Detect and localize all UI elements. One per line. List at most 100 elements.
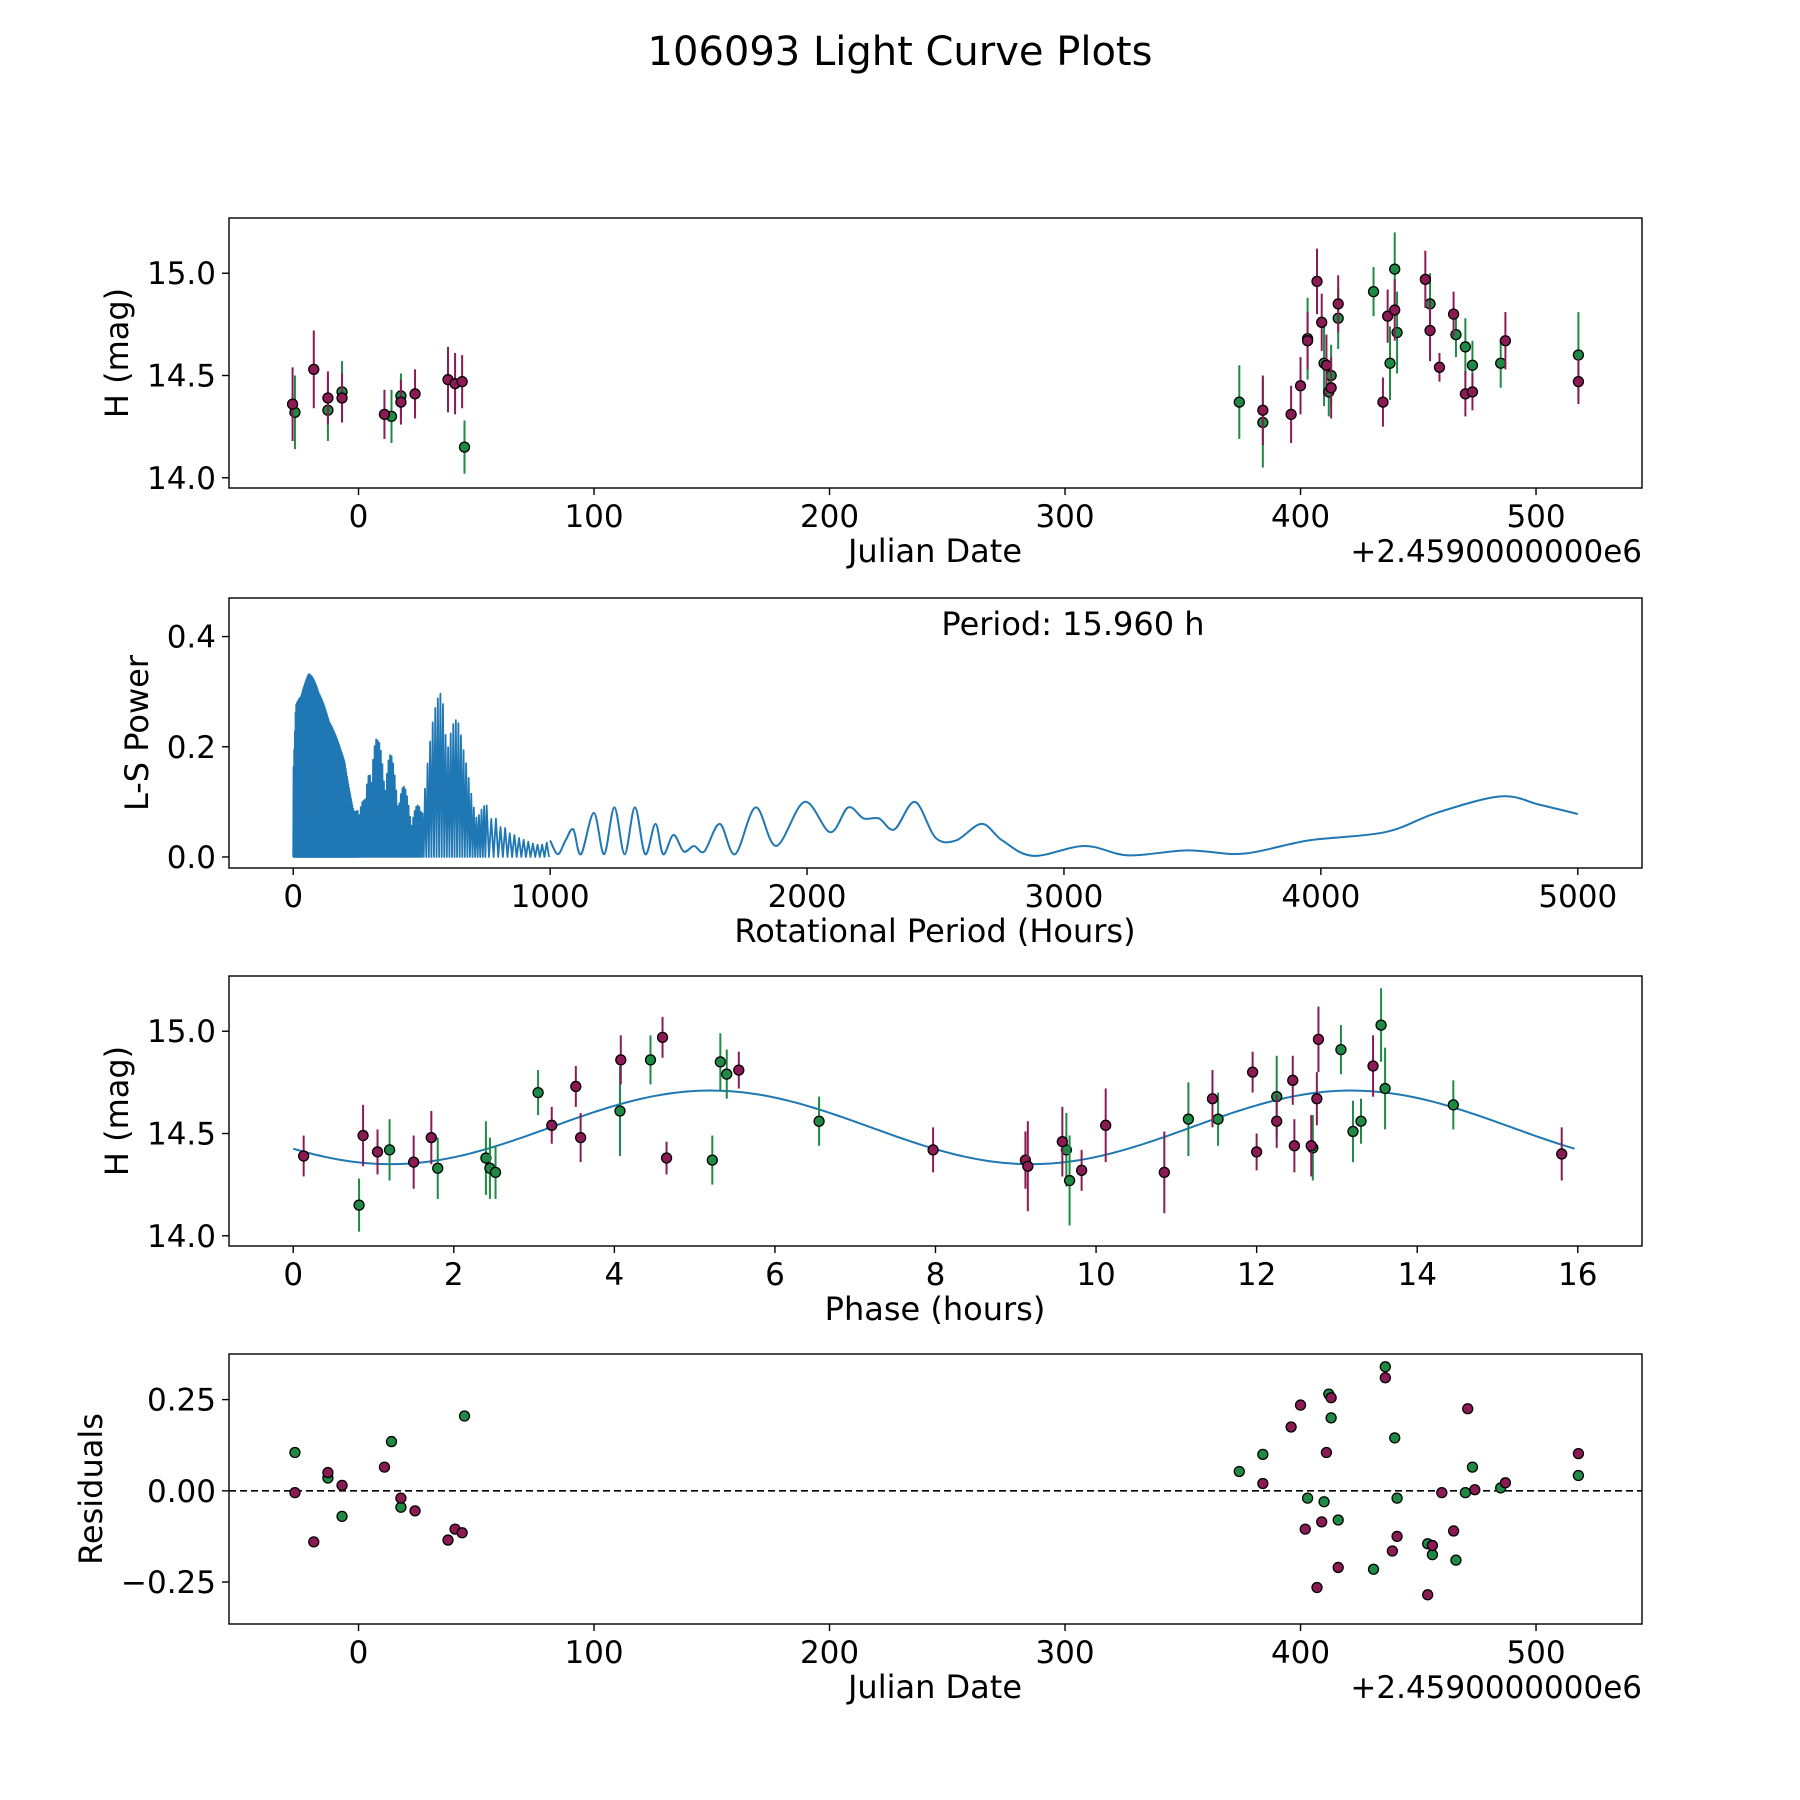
green-data-point [1233,396,1245,408]
magenta-data-point [1299,1523,1311,1535]
magenta-data-point [1320,1446,1333,1459]
magenta-data-point [1056,1136,1068,1148]
green-data-point [1367,285,1380,298]
magenta-data-point [1556,1148,1568,1160]
magenta-data-point [425,1131,437,1144]
periodogram-x-axis-label: Rotational Period (Hours) [734,912,1135,950]
x-tick-label: 1000 [511,879,590,915]
green-data-point [614,1105,626,1117]
green-data-point [721,1068,733,1080]
green-data-point [1367,1563,1380,1575]
green-data-point [383,1144,396,1156]
magenta-data-point [1316,1516,1328,1528]
y-tick-label: 0.0 [167,840,216,876]
magenta-data-point [336,392,348,404]
green-data-point [1450,1554,1462,1566]
magenta-data-point [927,1144,939,1156]
periodogram-plot-area [292,673,1579,858]
green-data-point [532,1086,544,1099]
green-data-point [289,1446,301,1459]
magenta-data-point [1466,386,1479,398]
x-tick-label: 2000 [768,879,847,915]
green-data-point [1379,1361,1391,1373]
green-data-point [385,1435,398,1448]
magenta-data-point [1285,1421,1297,1433]
x-tick-label: 14 [1397,1257,1436,1293]
green-data-point [1301,1492,1314,1504]
magenta-data-point [395,396,407,408]
magenta-data-point [1389,304,1401,316]
magenta-data-point [322,1466,334,1479]
magenta-data-point [1158,1166,1170,1179]
magenta-data-point [1320,359,1333,371]
phased-ticks: 0 2 4 6 8 10 12 14 16 14.0 14.5 15.0 [147,1014,1598,1293]
green-data-point [1389,1432,1401,1444]
magenta-data-point [1287,1074,1299,1086]
magenta-data-point [378,408,391,421]
magenta-data-point [456,375,468,388]
magenta-data-point [298,1150,310,1162]
green-data-point [1063,1174,1076,1187]
y-tick-label: 0.4 [167,620,216,656]
green-data-point [458,1410,471,1422]
magenta-data-point [1386,1545,1399,1557]
y-tick-label: 0.2 [167,730,216,766]
green-data-point [458,441,471,453]
magenta-data-point [1311,1581,1323,1594]
x-tick-label: 6 [765,1257,785,1293]
residuals-axes-frame [228,1353,1643,1625]
x-tick-label: 400 [1271,1635,1330,1671]
green-data-point [1375,1019,1387,1031]
magenta-data-point [1379,1372,1391,1384]
magenta-data-point [308,363,320,376]
magenta-data-point [1250,1146,1263,1158]
magenta-data-point [1301,335,1314,347]
green-data-point [1212,1113,1224,1125]
magenta-data-point [378,1461,391,1473]
green-data-point [1459,1486,1472,1499]
magenta-data-point [357,1129,369,1142]
magenta-data-point [1377,396,1389,408]
magenta-data-point [1100,1119,1112,1131]
magenta-data-point [1447,308,1460,320]
x-tick-label: 400 [1271,499,1330,535]
periodogram-dense-band [292,673,550,858]
magenta-data-point [289,1486,301,1499]
green-data-point [1384,357,1396,369]
magenta-data-point [322,392,334,404]
periodogram-curve [549,795,1579,857]
lightcurve-data [286,232,1585,474]
magenta-data-point [615,1054,627,1066]
magenta-data-point [442,1534,454,1546]
y-tick-label: 14.0 [147,1219,216,1255]
magenta-data-point [409,1505,421,1517]
magenta-data-point [1022,1160,1034,1172]
x-tick-label: 12 [1237,1257,1276,1293]
y-tick-label: 0.25 [147,1383,216,1419]
magenta-data-point [574,1131,587,1144]
magenta-data-point [1294,380,1307,392]
green-data-point [336,1510,348,1523]
magenta-data-point [1447,1525,1460,1537]
magenta-data-point [1367,1060,1379,1072]
y-tick-label: −0.25 [121,1565,216,1601]
magenta-data-point [1246,1066,1259,1078]
x-tick-label: 4 [604,1257,624,1293]
green-data-point [1466,1461,1479,1473]
magenta-data-point [1206,1093,1219,1105]
magenta-data-point [1499,1477,1512,1489]
y-tick-label: 14.0 [147,461,216,497]
residuals-panel: 0 100 200 300 400 500 −0.25 0.00 0.25 Julian Dat… [72,1353,1643,1706]
lightcurve-offset-text: +2.4590000000e6 [1350,534,1642,570]
green-data-point [813,1115,825,1127]
magenta-data-point [1325,382,1337,394]
magenta-data-point [1426,1539,1439,1552]
green-data-point [353,1199,365,1211]
green-data-point [714,1056,726,1068]
magenta-data-point [1433,361,1446,373]
periodogram-panel: 0 1000 2000 3000 4000 5000 0.0 0.2 0.4 Period: 1… [118,597,1643,950]
magenta-data-point [1419,273,1431,286]
green-data-point [1447,1099,1459,1111]
y-tick-label: 15.0 [147,256,216,292]
phased-data [292,988,1575,1232]
